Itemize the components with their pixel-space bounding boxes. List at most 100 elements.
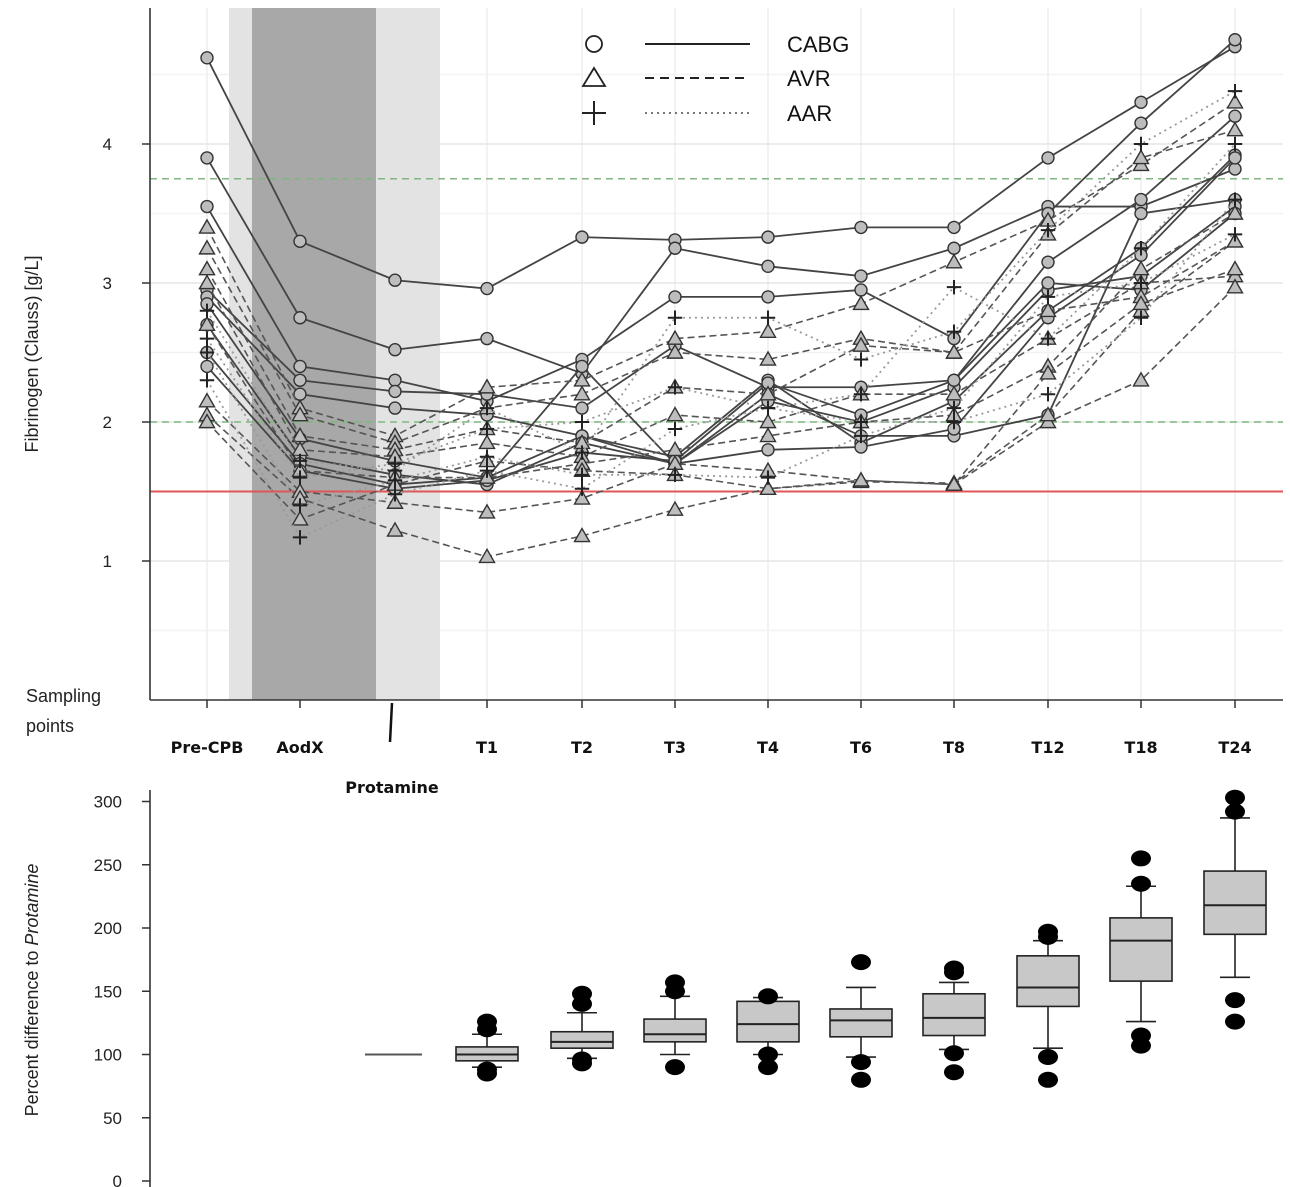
- data-point: [1132, 260, 1150, 276]
- data-point: [1039, 364, 1057, 380]
- legend-entry-avr: AVR: [581, 66, 831, 91]
- data-point: [198, 315, 216, 332]
- data-point: [1226, 278, 1244, 294]
- data-point: [200, 151, 214, 165]
- data-point: [478, 378, 496, 394]
- box-iqr: [1109, 917, 1173, 982]
- series-aar-21: [199, 192, 1243, 545]
- data-point: [293, 359, 307, 374]
- data-point: [1041, 151, 1055, 165]
- x-tick-label: T12: [1031, 738, 1064, 757]
- outlier-point: [1038, 1071, 1058, 1088]
- x-tick-label: Pre-CPB: [171, 738, 244, 757]
- box-iqr: [1203, 870, 1267, 936]
- data-point: [1228, 162, 1242, 176]
- x-tick-label-protamine: Protamine: [345, 778, 439, 797]
- box-iqr: [736, 1000, 800, 1043]
- data-point: [574, 467, 590, 483]
- series-line: [206, 212, 1236, 479]
- data-point: [945, 343, 963, 359]
- data-point: [387, 456, 403, 471]
- data-point: [387, 487, 403, 502]
- data-point: [388, 273, 402, 287]
- box-y-tick-label: 300: [94, 793, 122, 812]
- data-point: [1228, 151, 1242, 165]
- outlier-point: [1225, 1013, 1245, 1030]
- data-point: [574, 481, 590, 496]
- data-point: [945, 253, 963, 269]
- outlier-point: [1131, 875, 1151, 892]
- data-point: [761, 290, 775, 304]
- data-point: [854, 283, 868, 297]
- data-point: [574, 445, 590, 460]
- outlier-point: [1038, 923, 1058, 940]
- data-point: [573, 385, 591, 401]
- data-point: [1228, 109, 1242, 123]
- data-point: [292, 530, 308, 545]
- data-point: [479, 400, 495, 416]
- data-point: [947, 373, 961, 387]
- box-iqr: [1016, 955, 1080, 1008]
- data-point: [666, 500, 684, 516]
- data-point: [1041, 276, 1055, 290]
- data-point: [478, 433, 496, 450]
- legend-plus-marker: [582, 101, 606, 125]
- data-point: [947, 220, 961, 235]
- data-point: [945, 385, 963, 401]
- data-point: [200, 359, 214, 374]
- data-point: [852, 336, 870, 352]
- box-y-axis-title: Percent difference to Protamine: [22, 864, 42, 1117]
- series-line: [206, 157, 1236, 375]
- data-point: [293, 311, 307, 325]
- data-point: [1227, 192, 1243, 207]
- data-point: [292, 453, 308, 469]
- box-iqr: [550, 1030, 614, 1049]
- boxplot-t18: [1109, 850, 1173, 1054]
- legend-label: AVR: [787, 66, 831, 91]
- data-point: [1041, 255, 1055, 269]
- data-point: [853, 387, 869, 402]
- legend-circle-marker: [585, 35, 603, 53]
- data-point: [387, 473, 403, 488]
- box-y-axis-title-italic: Protamine: [22, 864, 42, 946]
- boxplot-t4: [736, 988, 800, 1076]
- outlier-point: [665, 1059, 685, 1076]
- data-point: [386, 521, 404, 537]
- legend-label: CABG: [787, 32, 849, 57]
- data-point: [575, 359, 589, 374]
- data-point: [760, 400, 776, 416]
- data-point: [291, 406, 309, 422]
- box-y-tick-label: 100: [94, 1046, 122, 1065]
- data-point: [479, 449, 495, 464]
- boxplot-t1: [455, 1013, 519, 1082]
- data-point: [946, 400, 962, 416]
- data-point: [853, 414, 869, 430]
- box-y-tick-label: 200: [94, 919, 122, 938]
- data-point: [573, 527, 591, 543]
- box-y-tick-label: 50: [103, 1109, 122, 1128]
- data-point: [199, 373, 215, 388]
- x-tick-label: T4: [757, 738, 779, 757]
- outlier-point: [1038, 1049, 1058, 1066]
- data-point: [1134, 95, 1148, 110]
- series-avr-13: [198, 267, 1244, 464]
- percent-difference-box-chart: 300 250 200 150 100 50 0 Percent difference to …: [22, 789, 1267, 1187]
- outlier-point: [1225, 803, 1245, 820]
- boxplot-t8: [922, 960, 986, 1081]
- data-point: [854, 220, 868, 235]
- data-point: [199, 345, 215, 360]
- x-tick-label: AodX: [276, 738, 324, 757]
- data-point: [1228, 33, 1242, 47]
- data-point: [480, 331, 494, 346]
- outlier-point: [944, 1064, 964, 1081]
- series-line: [206, 198, 1236, 479]
- outlier-point: [1225, 789, 1245, 806]
- series-avr-17: [198, 260, 1244, 526]
- series-line: [206, 268, 1236, 521]
- series-line: [206, 240, 1236, 451]
- data-point: [1132, 371, 1150, 387]
- data-point: [759, 426, 777, 443]
- data-point: [759, 322, 777, 338]
- data-point: [478, 547, 496, 564]
- series-cabg-1: [200, 40, 1242, 296]
